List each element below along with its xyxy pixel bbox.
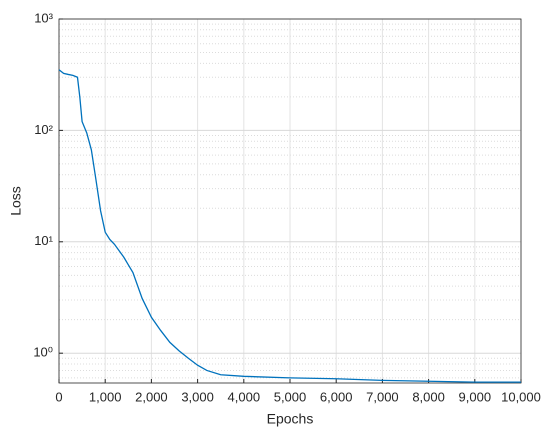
x-tick-label: 8,000 — [412, 389, 445, 404]
y-axis-label: Loss — [8, 186, 24, 216]
y-tick-label: 10⁰ — [33, 345, 53, 360]
x-tick-label: 5,000 — [274, 389, 307, 404]
x-tick-label: 6,000 — [320, 389, 353, 404]
x-tick-label: 1,000 — [89, 389, 122, 404]
y-tick-label: 10¹ — [34, 233, 53, 248]
y-tick-label: 10³ — [34, 10, 53, 25]
x-tick-label: 0 — [55, 389, 62, 404]
x-tick-label: 2,000 — [135, 389, 168, 404]
x-tick-label: 4,000 — [228, 389, 261, 404]
plot-frame — [58, 18, 522, 384]
y-tick-label: 10² — [34, 122, 53, 137]
x-tick-label: 7,000 — [366, 389, 399, 404]
x-axis-label: Epochs — [267, 411, 314, 427]
x-tick-label: 9,000 — [459, 389, 492, 404]
x-tick-label: 3,000 — [181, 389, 214, 404]
data-line — [58, 69, 521, 383]
x-tick-label: 10,000 — [501, 389, 541, 404]
